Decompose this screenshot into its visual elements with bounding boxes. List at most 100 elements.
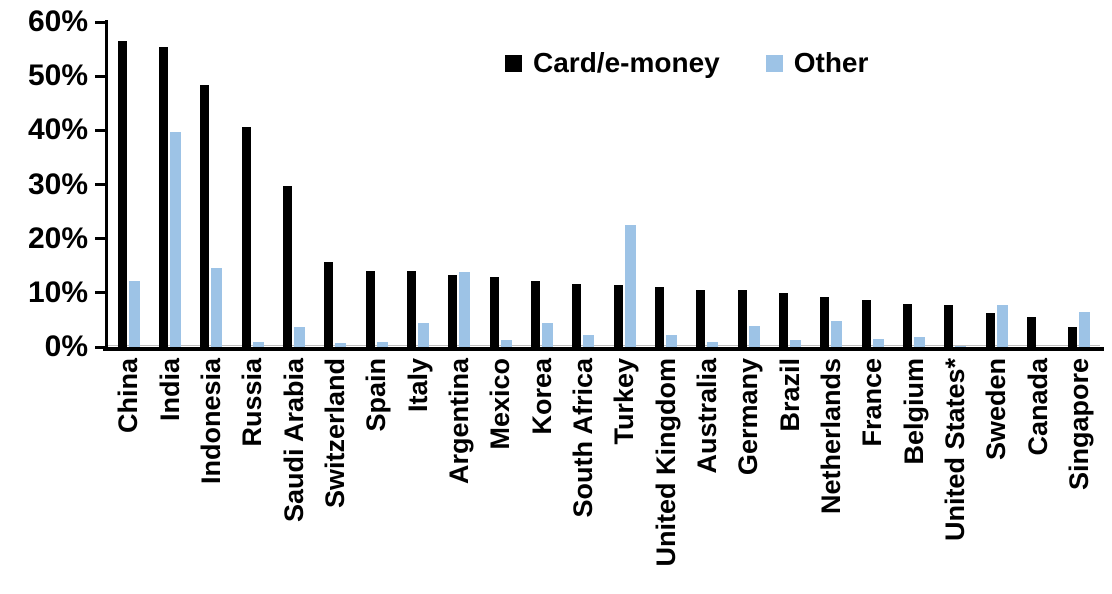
bar-other-australia[interactable]	[707, 342, 719, 347]
bar-other-spain[interactable]	[376, 342, 388, 347]
x-label-china: China	[113, 358, 144, 434]
bar-other-united-states[interactable]	[955, 346, 967, 347]
y-tick-label-40: 40%	[27, 113, 88, 147]
y-tick-label-60: 60%	[27, 5, 88, 38]
bar-other-switzerland[interactable]	[335, 343, 347, 347]
x-label-slot-indonesia: Indonesia	[191, 358, 232, 566]
category-slot-sweden	[976, 22, 1017, 347]
y-tick-label-0: 0%	[44, 330, 88, 363]
x-label-argentina: Argentina	[444, 358, 475, 485]
bar-card-e-money-argentina[interactable]	[448, 275, 458, 347]
bar-other-france[interactable]	[872, 339, 884, 347]
x-label-slot-south-africa: South Africa	[563, 358, 604, 566]
bar-other-korea[interactable]	[541, 323, 553, 347]
bar-other-netherlands[interactable]	[831, 321, 843, 347]
bar-card-e-money-brazil[interactable]	[778, 293, 788, 347]
x-label-korea: Korea	[526, 358, 557, 435]
category-slot-netherlands	[811, 22, 852, 347]
bar-other-south-africa[interactable]	[583, 335, 595, 347]
x-label-south-africa: South Africa	[568, 358, 599, 518]
bar-other-italy[interactable]	[417, 323, 429, 347]
bar-card-e-money-korea[interactable]	[530, 281, 540, 347]
bar-card-e-money-netherlands[interactable]	[820, 297, 830, 347]
x-label-slot-italy: Italy	[397, 358, 438, 566]
bar-card-e-money-india[interactable]	[158, 47, 168, 347]
bar-card-e-money-china[interactable]	[117, 41, 127, 347]
bar-other-argentina[interactable]	[459, 272, 471, 347]
bar-other-united-kingdom[interactable]	[665, 335, 677, 347]
legend-label-other: Other	[793, 47, 869, 78]
bar-card-e-money-belgium[interactable]	[902, 304, 912, 347]
x-label-india: India	[154, 358, 185, 422]
y-tick-label-50: 50%	[27, 59, 88, 93]
x-label-slot-india: India	[149, 358, 190, 566]
legend-entry-other[interactable]: Other	[765, 47, 869, 79]
x-label-slot-argentina: Argentina	[439, 358, 480, 566]
category-slot-indonesia	[191, 22, 232, 347]
y-tick-label-10: 10%	[27, 275, 88, 309]
bar-card-e-money-south-africa[interactable]	[572, 284, 582, 347]
x-label-slot-united-states: United States*	[935, 358, 976, 566]
bar-card-e-money-canada[interactable]	[1026, 317, 1036, 347]
plot-area	[108, 22, 1100, 347]
category-slot-south-africa	[563, 22, 604, 347]
legend-entry-card-e-money[interactable]: Card/e-money	[505, 47, 720, 79]
y-tick-10	[95, 291, 105, 295]
bar-other-russia[interactable]	[252, 342, 264, 347]
bar-other-mexico[interactable]	[500, 340, 512, 347]
bar-other-singapore[interactable]	[1079, 312, 1091, 347]
bar-card-e-money-indonesia[interactable]	[200, 85, 210, 347]
bar-card-e-money-germany[interactable]	[737, 290, 747, 347]
bar-card-e-money-turkey[interactable]	[613, 285, 623, 347]
x-label-slot-mexico: Mexico	[480, 358, 521, 566]
x-label-singapore: Singapore	[1064, 358, 1095, 491]
y-tick-label-20: 20%	[27, 221, 88, 255]
legend-swatch-other	[765, 54, 783, 72]
x-label-slot-germany: Germany	[728, 358, 769, 566]
bar-other-saudi-arabia[interactable]	[293, 327, 305, 347]
bar-card-e-money-united-states[interactable]	[944, 305, 954, 347]
bar-other-germany[interactable]	[748, 326, 760, 347]
x-label-mexico: Mexico	[485, 358, 516, 450]
bar-other-china[interactable]	[128, 281, 140, 347]
bar-card-e-money-spain[interactable]	[365, 271, 375, 347]
x-label-turkey: Turkey	[609, 358, 640, 445]
x-label-slot-netherlands: Netherlands	[811, 358, 852, 566]
legend-label-card-e-money: Card/e-money	[533, 47, 720, 78]
bar-card-e-money-mexico[interactable]	[489, 277, 499, 347]
bar-card-e-money-russia[interactable]	[241, 127, 251, 347]
category-slot-switzerland	[315, 22, 356, 347]
bar-card-e-money-australia[interactable]	[696, 290, 706, 347]
x-label-switzerland: Switzerland	[320, 358, 351, 509]
legend-swatch-card-e-money	[505, 54, 522, 72]
bar-other-sweden[interactable]	[996, 305, 1008, 347]
category-slot-italy	[397, 22, 438, 347]
x-label-slot-china: China	[108, 358, 149, 566]
category-slot-united-kingdom	[645, 22, 686, 347]
x-label-belgium: Belgium	[898, 358, 929, 465]
category-slot-argentina	[439, 22, 480, 347]
baseline-hairline	[108, 345, 1100, 346]
bar-other-indonesia[interactable]	[211, 268, 223, 347]
category-slot-china	[108, 22, 149, 347]
bar-other-belgium[interactable]	[913, 337, 925, 347]
bar-card-e-money-united-kingdom[interactable]	[654, 287, 664, 347]
category-slot-turkey	[604, 22, 645, 347]
bar-card-e-money-switzerland[interactable]	[324, 262, 334, 347]
bar-card-e-money-singapore[interactable]	[1068, 327, 1078, 347]
x-label-slot-singapore: Singapore	[1059, 358, 1100, 566]
bar-card-e-money-italy[interactable]	[406, 271, 416, 347]
x-label-italy: Italy	[402, 358, 433, 413]
x-label-canada: Canada	[1022, 358, 1053, 456]
bar-other-turkey[interactable]	[624, 225, 636, 347]
bar-card-e-money-sweden[interactable]	[985, 313, 995, 347]
x-label-indonesia: Indonesia	[196, 358, 227, 485]
y-tick-30	[95, 183, 105, 186]
bar-card-e-money-saudi-arabia[interactable]	[282, 186, 292, 347]
x-label-slot-russia: Russia	[232, 358, 273, 566]
bar-other-brazil[interactable]	[789, 340, 801, 347]
x-axis-line	[103, 347, 1104, 351]
bar-other-india[interactable]	[169, 132, 181, 347]
bar-card-e-money-france[interactable]	[861, 300, 871, 347]
